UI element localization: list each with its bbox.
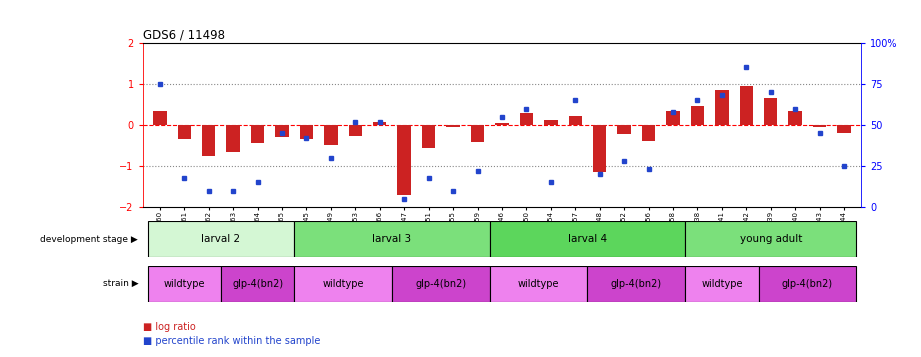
Bar (392, 266, 490, 302)
Bar (740, 86, 753, 125)
Text: young adult: young adult (740, 234, 802, 244)
Bar (519, 114, 533, 125)
Bar (666, 111, 680, 125)
Bar (685, 221, 857, 257)
Text: glp-4(bn2): glp-4(bn2) (782, 279, 833, 289)
Text: glp-4(bn2): glp-4(bn2) (611, 279, 662, 289)
Bar (588, 266, 685, 302)
Bar (147, 221, 294, 257)
Bar (837, 125, 851, 133)
Text: strain ▶: strain ▶ (102, 279, 138, 288)
Text: ■ log ratio: ■ log ratio (143, 322, 195, 332)
Bar (227, 125, 239, 152)
Bar (294, 266, 392, 302)
Bar (153, 111, 167, 125)
Text: wildtype: wildtype (701, 279, 742, 289)
Bar (251, 125, 264, 144)
Bar (147, 266, 221, 302)
Bar (294, 221, 490, 257)
Bar (324, 125, 338, 146)
Bar (422, 125, 436, 147)
Text: wildtype: wildtype (518, 279, 559, 289)
Text: development stage ▶: development stage ▶ (41, 235, 138, 244)
Bar (299, 125, 313, 139)
Bar (715, 90, 729, 125)
Bar (349, 125, 362, 136)
Text: larval 4: larval 4 (568, 234, 607, 244)
Bar (202, 125, 216, 156)
Bar (568, 116, 582, 125)
Bar (490, 266, 588, 302)
Text: glp-4(bn2): glp-4(bn2) (232, 279, 283, 289)
Bar (471, 125, 484, 142)
Bar (617, 125, 631, 134)
Bar (398, 125, 411, 195)
Bar (813, 125, 826, 127)
Text: glp-4(bn2): glp-4(bn2) (415, 279, 466, 289)
Bar (447, 125, 460, 127)
Bar (221, 266, 294, 302)
Bar (593, 125, 606, 172)
Bar (544, 120, 557, 125)
Text: wildtype: wildtype (164, 279, 205, 289)
Bar (178, 125, 191, 139)
Bar (759, 266, 857, 302)
Bar (691, 106, 705, 125)
Bar (495, 123, 508, 125)
Bar (764, 98, 777, 125)
Text: wildtype: wildtype (322, 279, 364, 289)
Bar (642, 125, 655, 141)
Bar (788, 111, 802, 125)
Text: GDS6 / 11498: GDS6 / 11498 (143, 29, 225, 42)
Text: ■ percentile rank within the sample: ■ percentile rank within the sample (143, 336, 321, 346)
Bar (373, 122, 387, 125)
Bar (685, 266, 759, 302)
Text: larval 3: larval 3 (372, 234, 412, 244)
Bar (275, 125, 289, 137)
Text: larval 2: larval 2 (202, 234, 240, 244)
Bar (490, 221, 685, 257)
